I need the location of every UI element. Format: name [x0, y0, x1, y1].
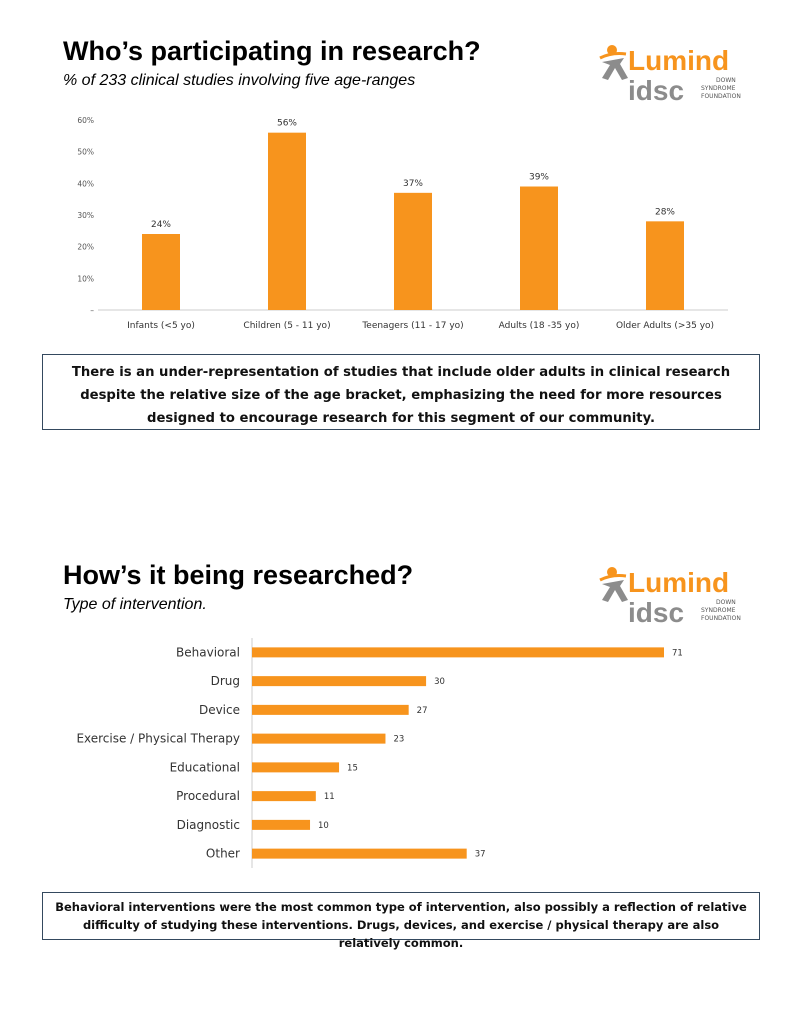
y-tick-label: 30% — [77, 211, 94, 220]
bar — [142, 234, 180, 310]
y-tick-label: 50% — [77, 148, 94, 157]
y-tick-label: 10% — [77, 274, 94, 283]
data-label: 23 — [393, 735, 404, 745]
svg-text:DOWN: DOWN — [716, 77, 736, 84]
bar — [252, 704, 409, 715]
svg-text:SYNDROME: SYNDROME — [701, 607, 736, 614]
data-label: 37 — [475, 850, 486, 860]
svg-text:idsc: idsc — [628, 597, 684, 628]
data-label: 27 — [417, 706, 428, 716]
svg-text:Lumind: Lumind — [628, 45, 729, 76]
x-tick-label: Infants (<5 yo) — [127, 321, 195, 331]
x-tick-label: Children (5 - 11 yo) — [243, 321, 330, 331]
bar — [268, 132, 306, 310]
page-title-participation: Who’s participating in research? — [63, 36, 481, 66]
bar — [252, 647, 664, 658]
data-label: 56% — [277, 119, 297, 129]
data-label: 24% — [151, 220, 171, 230]
bar — [646, 221, 684, 310]
callout-participation: There is an under-representation of stud… — [42, 354, 760, 430]
data-label: 39% — [529, 173, 549, 183]
data-label: 28% — [655, 207, 675, 217]
y-tick-label: Educational — [170, 760, 240, 774]
y-tick-label: Other — [206, 847, 240, 861]
y-tick-label: Behavioral — [176, 645, 240, 659]
bar — [252, 676, 427, 687]
svg-text:FOUNDATION: FOUNDATION — [701, 615, 741, 622]
y-tick-label: Drug — [211, 674, 240, 688]
y-tick-label: 20% — [77, 243, 94, 252]
lumind-idsc-logo: Lumind idsc DOWN SYNDROME FOUNDATION — [598, 562, 758, 630]
age-range-bar-chart: – 10% 20% 30% 40% 50% 60% 24% Infants (<5 yo) 56%… — [58, 108, 738, 340]
intervention-type-bar-chart: Behavioral 71 Drug 30 Device 27 Exercise / Phy… — [60, 636, 750, 868]
data-label: 30 — [434, 677, 445, 687]
page-title-intervention: How’s it being researched? — [63, 560, 414, 590]
data-label: 37% — [403, 179, 423, 189]
data-label: 10 — [318, 821, 329, 831]
x-tick-label: Adults (18 -35 yo) — [499, 321, 580, 331]
bar — [520, 186, 558, 310]
data-label: 15 — [347, 763, 358, 773]
subtitle-participation: % of 233 clinical studies involving five… — [63, 72, 416, 89]
y-tick-label: – — [90, 306, 94, 315]
y-tick-label: Device — [199, 703, 240, 717]
bar — [252, 791, 316, 802]
x-tick-label: Older Adults (>35 yo) — [616, 321, 714, 331]
callout-intervention: Behavioral interventions were the most c… — [42, 892, 760, 950]
bar — [252, 762, 340, 773]
bar — [252, 733, 386, 744]
y-tick-label: Procedural — [176, 789, 240, 803]
y-tick-label: Exercise / Physical Therapy — [76, 732, 240, 746]
intervention-type-bar-chart-svg: Behavioral 71 Drug 30 Device 27 Exercise / Phy… — [76, 638, 683, 868]
data-label: 71 — [672, 648, 683, 658]
bar — [394, 192, 432, 310]
svg-text:SYNDROME: SYNDROME — [701, 85, 736, 92]
x-tick-label: Teenagers (11 - 17 yo) — [361, 321, 463, 331]
subtitle-intervention: Type of intervention. — [63, 596, 207, 613]
y-tick-label: 60% — [77, 116, 94, 125]
y-tick-label: Diagnostic — [177, 818, 240, 832]
bar — [252, 819, 311, 830]
lumind-idsc-logo-graphic: Lumind idsc DOWN SYNDROME FOUNDATION — [599, 567, 741, 628]
lumind-idsc-logo: Lumind idsc DOWN SYNDROME FOUNDATION — [598, 40, 758, 108]
age-range-bar-chart-svg: – 10% 20% 30% 40% 50% 60% 24% Infants (<5 yo) 56%… — [77, 116, 728, 331]
y-tick-label: 40% — [77, 179, 94, 188]
svg-text:idsc: idsc — [628, 75, 684, 106]
lumind-idsc-logo-graphic: Lumind idsc DOWN SYNDROME FOUNDATION — [599, 45, 741, 106]
svg-text:FOUNDATION: FOUNDATION — [701, 93, 741, 100]
data-label: 11 — [324, 792, 335, 802]
svg-text:Lumind: Lumind — [628, 567, 729, 598]
bar — [252, 848, 467, 859]
svg-text:DOWN: DOWN — [716, 599, 736, 606]
